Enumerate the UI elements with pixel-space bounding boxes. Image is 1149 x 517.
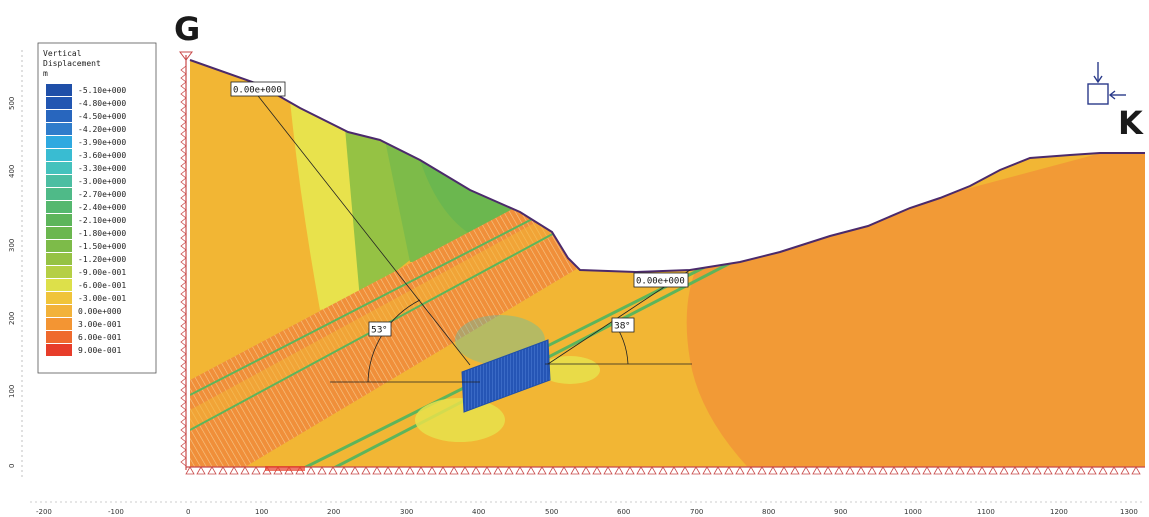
legend-swatch — [46, 318, 72, 330]
legend-title-line: Displacement — [43, 59, 101, 68]
legend-label: -4.80e+000 — [78, 99, 126, 108]
station-label-k: K — [1118, 104, 1144, 142]
svg-text:0.00e+000: 0.00e+000 — [636, 277, 685, 287]
legend-swatch — [46, 97, 72, 109]
legend-label: -1.80e+000 — [78, 229, 126, 238]
x-tick-label: -200 — [36, 508, 52, 516]
legend-swatch — [46, 331, 72, 343]
terrain-contours — [190, 60, 1145, 467]
legend-label: -3.90e+000 — [78, 138, 126, 147]
legend-title-line: m — [43, 69, 48, 78]
x-tick-label: 0 — [186, 508, 190, 516]
annotation-label-left-top: 0.00e+000 — [230, 81, 286, 97]
legend-swatch — [46, 175, 72, 187]
legend-label: -1.20e+000 — [78, 255, 126, 264]
y-tick-label: 0 — [8, 464, 16, 468]
left-boundary-supports — [179, 51, 193, 470]
legend-swatch — [46, 227, 72, 239]
annotation-label-right: 0.00e+000 — [633, 272, 689, 288]
legend-swatch — [46, 266, 72, 278]
x-axis: -200 -100 0 100 200 300 400 500 600 700 … — [30, 501, 1145, 516]
legend-swatch — [46, 292, 72, 304]
x-tick-label: 700 — [690, 508, 703, 516]
x-tick-label: 1100 — [977, 508, 995, 516]
legend-swatch — [46, 214, 72, 226]
legend-swatch — [46, 240, 72, 252]
color-legend: Vertical Displacement m -5.10e+000 -4.80e… — [37, 42, 157, 374]
x-tick-label: 1200 — [1050, 508, 1068, 516]
svg-text:53°: 53° — [371, 326, 387, 336]
y-tick-label: 400 — [8, 165, 16, 178]
legend-label: 3.00e-001 — [78, 320, 122, 329]
legend-label: -4.20e+000 — [78, 125, 126, 134]
legend-swatch — [46, 279, 72, 291]
legend-swatch — [46, 84, 72, 96]
bottom-boundary-supports — [185, 466, 1145, 475]
legend-swatch — [46, 188, 72, 200]
legend-swatch — [46, 201, 72, 213]
legend-label: 0.00e+000 — [78, 307, 122, 316]
legend-label: 6.00e-001 — [78, 333, 122, 342]
angle-label-right: 38° — [611, 317, 635, 333]
legend-swatch — [46, 305, 72, 317]
y-tick-label: 100 — [8, 385, 16, 398]
svg-text:0.00e+000: 0.00e+000 — [233, 86, 282, 96]
legend-swatch — [46, 123, 72, 135]
legend-label: -2.40e+000 — [78, 203, 126, 212]
legend-title-line: Vertical — [43, 49, 82, 58]
legend-label: -4.50e+000 — [78, 112, 126, 121]
legend-swatch — [46, 344, 72, 356]
x-tick-label: 1000 — [904, 508, 922, 516]
legend-swatch — [46, 253, 72, 265]
legend-label: -5.10e+000 — [78, 86, 126, 95]
legend-label: -9.00e-001 — [78, 268, 126, 277]
station-label-g: G — [174, 10, 200, 48]
legend-swatch — [46, 136, 72, 148]
legend-label: -3.00e-001 — [78, 294, 126, 303]
x-tick-label: 500 — [545, 508, 558, 516]
x-tick-label: 200 — [327, 508, 340, 516]
x-tick-label: 400 — [472, 508, 485, 516]
legend-swatch — [46, 149, 72, 161]
y-axis: 500 400 300 200 100 0 — [8, 50, 23, 480]
x-tick-label: 900 — [834, 508, 847, 516]
svg-text:38°: 38° — [614, 322, 630, 332]
legend-label: -2.10e+000 — [78, 216, 126, 225]
legend-label: -3.60e+000 — [78, 151, 126, 160]
legend-label: -2.70e+000 — [78, 190, 126, 199]
legend-label: 9.00e-001 — [78, 346, 122, 355]
y-tick-label: 300 — [8, 239, 16, 252]
legend-swatch — [46, 110, 72, 122]
load-direction-icon — [1087, 62, 1126, 105]
legend-swatch — [46, 162, 72, 174]
x-tick-label: 100 — [255, 508, 268, 516]
legend-label: -3.30e+000 — [78, 164, 126, 173]
legend-label: -6.00e-001 — [78, 281, 126, 290]
legend-label: -1.50e+000 — [78, 242, 126, 251]
x-tick-label: 1300 — [1120, 508, 1138, 516]
angle-label-left: 53° — [368, 321, 392, 337]
x-tick-label: 600 — [617, 508, 630, 516]
x-tick-label: 300 — [400, 508, 413, 516]
y-tick-label: 500 — [8, 97, 16, 110]
x-tick-label: -100 — [108, 508, 124, 516]
legend-label: -3.00e+000 — [78, 177, 126, 186]
x-tick-label: 800 — [762, 508, 775, 516]
y-tick-label: 200 — [8, 312, 16, 325]
